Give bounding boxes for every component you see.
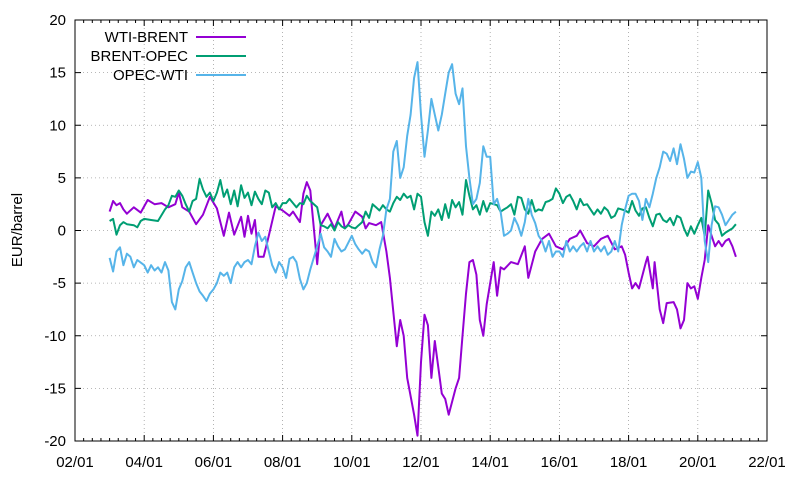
y-tick-label: -20 xyxy=(44,433,66,450)
y-tick-label: 10 xyxy=(49,117,66,134)
x-tick-label: 16/01 xyxy=(541,454,579,471)
y-axis-title: EUR/barrel xyxy=(9,193,26,267)
y-tick-label: 20 xyxy=(49,12,66,29)
y-tick-label: 0 xyxy=(58,223,66,240)
x-tick-label: 20/01 xyxy=(679,454,717,471)
y-tick-label: -5 xyxy=(53,275,66,292)
series-line-brent-opec xyxy=(109,177,737,237)
series-line-opec-wti xyxy=(108,61,737,311)
axes xyxy=(74,19,768,442)
x-tick-label: 06/01 xyxy=(195,454,233,471)
x-tick-label: 04/01 xyxy=(125,454,163,471)
x-axis-tick-labels: 02/01 04/01 06/01 08/01 10/01 12/01 14/01 16/01… xyxy=(56,454,786,471)
x-tick-label: 14/01 xyxy=(471,454,509,471)
legend-label: BRENT-OPEC xyxy=(90,48,188,65)
y-tick-label: -15 xyxy=(44,380,66,397)
x-tick-label: 10/01 xyxy=(333,454,371,471)
series-line-wti-brent xyxy=(108,181,737,437)
legend: WTI-BRENT BRENT-OPEC OPEC-WTI xyxy=(90,29,246,84)
plot-frame xyxy=(74,19,768,442)
y-tick-label: 5 xyxy=(58,170,66,187)
legend-label: OPEC-WTI xyxy=(113,67,188,84)
x-tick-label: 02/01 xyxy=(56,454,94,471)
x-tick-label: 18/01 xyxy=(610,454,648,471)
y-axis-tick-labels: -20 -15 -10 -5 0 5 10 15 20 xyxy=(44,12,66,450)
series-lines xyxy=(108,61,737,437)
y-tick-label: 15 xyxy=(49,65,66,82)
legend-label: WTI-BRENT xyxy=(105,29,188,46)
y-tick-label: -10 xyxy=(44,328,66,345)
x-tick-label: 22/01 xyxy=(748,454,786,471)
x-tick-label: 08/01 xyxy=(264,454,302,471)
x-tick-label: 12/01 xyxy=(402,454,440,471)
